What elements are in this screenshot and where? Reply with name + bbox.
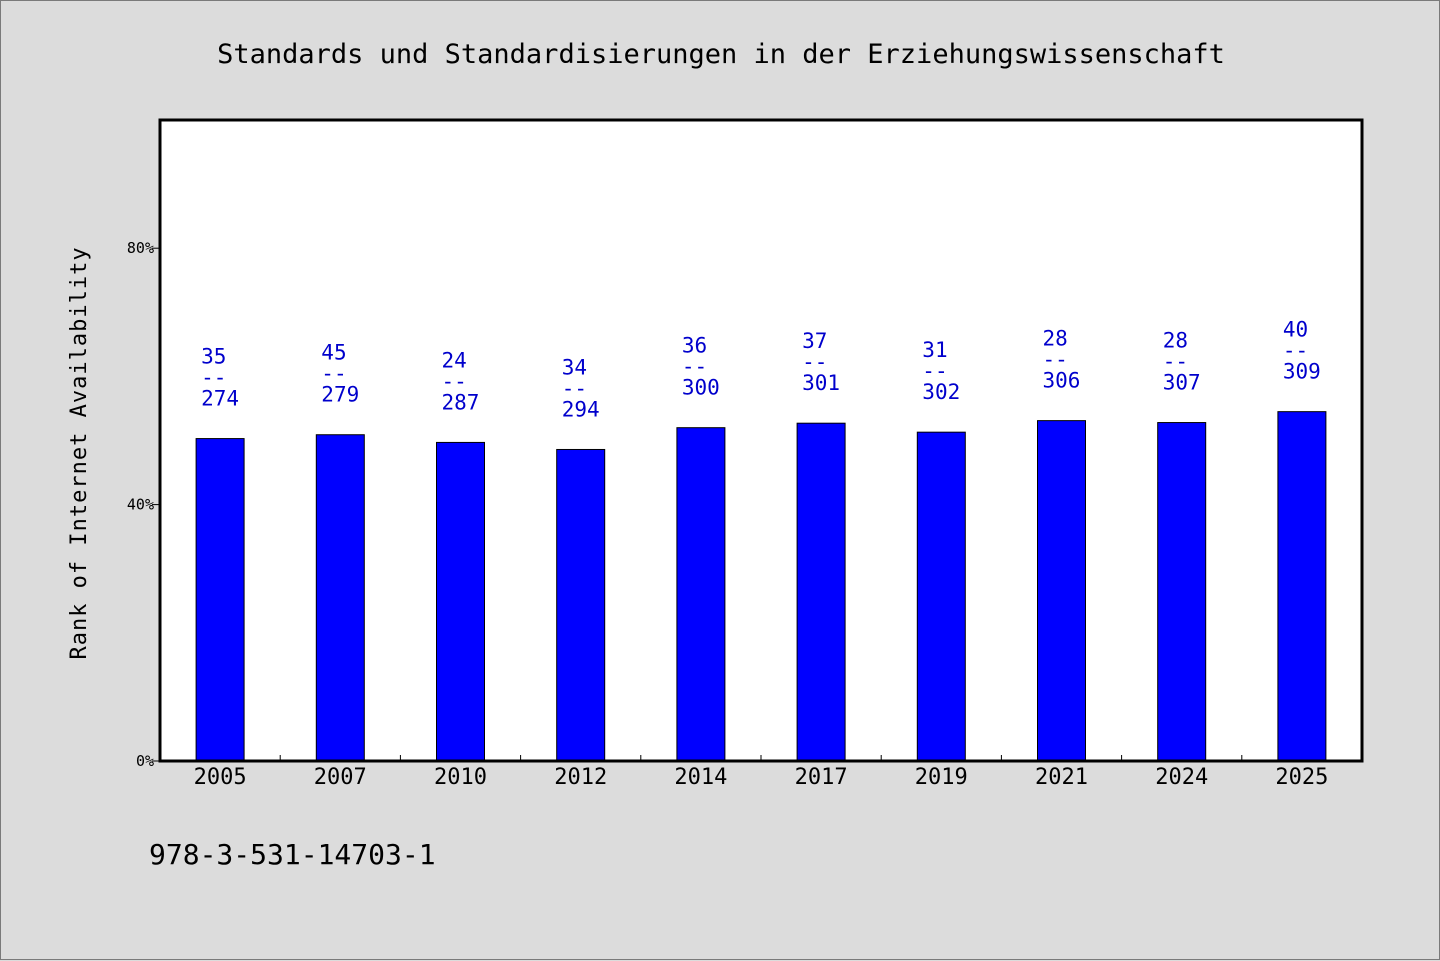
x-tick-label: 2024	[1155, 765, 1208, 790]
bar-2005	[195, 438, 245, 762]
data-label-separator: --	[321, 362, 346, 386]
data-label-separator: --	[442, 369, 467, 393]
y-tick-label: 40%	[127, 496, 154, 514]
data-label-bottom: 306	[1043, 369, 1081, 393]
data-label-separator: --	[922, 359, 947, 383]
chart-title: Standards und Standardisierungen in der …	[217, 39, 1225, 70]
data-label-separator: --	[201, 366, 226, 390]
bar-2019	[916, 431, 966, 762]
data-label-separator: --	[562, 376, 587, 400]
x-tick-label: 2017	[795, 765, 848, 790]
bar-2025	[1277, 411, 1327, 762]
x-tick-label: 2012	[554, 765, 607, 790]
x-tick-label: 2021	[1035, 765, 1088, 790]
data-label-top: 24	[442, 348, 467, 372]
data-label-bottom: 274	[201, 387, 239, 411]
x-tick-label: 2007	[314, 765, 367, 790]
data-label-top: 45	[321, 341, 346, 365]
data-label-separator: --	[1163, 350, 1188, 374]
x-tick-label: 2025	[1275, 765, 1328, 790]
bar-2012	[556, 448, 606, 762]
data-label-bottom: 300	[682, 376, 720, 400]
data-label-top: 28	[1043, 327, 1068, 351]
data-label-separator: --	[682, 355, 707, 379]
plot-border	[158, 118, 1364, 763]
data-label-top: 34	[562, 355, 587, 379]
y-tick-label: 80%	[127, 239, 154, 257]
data-label-top: 35	[201, 345, 226, 369]
bar-2007	[315, 434, 365, 762]
data-label-separator: --	[1283, 339, 1308, 363]
data-label-bottom: 287	[442, 390, 480, 414]
data-label-top: 36	[682, 334, 707, 358]
data-label-top: 40	[1283, 318, 1308, 342]
data-label-bottom: 279	[321, 383, 359, 407]
bar-2024	[1157, 422, 1207, 762]
data-labels-group: 35--27445--27924--28734--29436--30037--3…	[201, 318, 1321, 422]
data-label-top: 28	[1163, 329, 1188, 353]
y-tick-label: 0%	[136, 752, 154, 770]
x-tick-label: 2005	[194, 765, 247, 790]
data-label-bottom: 309	[1283, 360, 1321, 384]
data-label-bottom: 301	[802, 371, 840, 395]
bar-2010	[436, 441, 485, 762]
data-label-bottom: 294	[562, 397, 600, 421]
y-axis-label: Rank of Internet Availability	[67, 246, 92, 659]
bars-group	[195, 411, 1327, 762]
x-tick-label: 2014	[674, 765, 727, 790]
data-label-bottom: 302	[922, 380, 960, 404]
bar-2014	[676, 427, 726, 762]
data-label-separator: --	[1043, 348, 1068, 372]
bar-2021	[1037, 420, 1086, 762]
data-label-top: 37	[802, 329, 827, 353]
bar-2017	[796, 422, 846, 762]
axis-ticks-group: 0% 40% 80% 2005 2007 2010 2012 2014 2017 2019 2021…	[127, 239, 1328, 790]
x-tick-label: 2019	[915, 765, 968, 790]
x-tick-label: 2010	[434, 765, 487, 790]
data-label-separator: --	[802, 350, 827, 374]
footer-isbn: 978-3-531-14703-1	[149, 838, 436, 871]
data-label-bottom: 307	[1163, 371, 1201, 395]
data-label-top: 31	[922, 338, 947, 362]
